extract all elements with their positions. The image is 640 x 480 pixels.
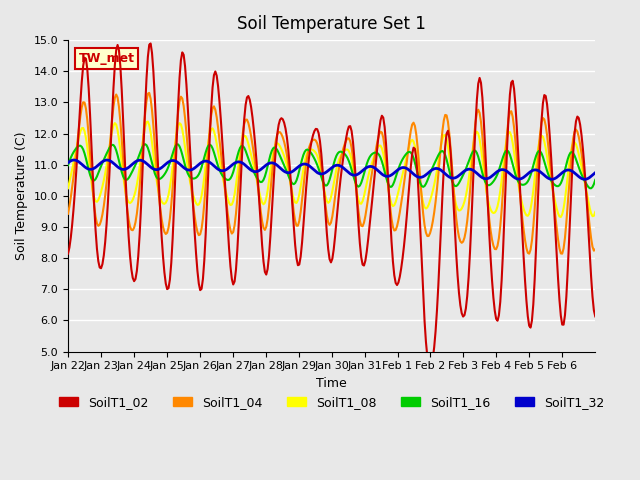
SoilT1_08 (64, 185, 72, 191)
SoilT1_02 (64, 251, 72, 256)
SoilT1_02 (337, 176, 344, 181)
SoilT1_16 (337, 149, 344, 155)
SoilT1_32 (520, 174, 527, 180)
SoilT1_16 (442, 152, 449, 158)
SoilT1_04 (64, 211, 72, 216)
SoilT1_08 (590, 213, 598, 219)
SoilT1_02 (443, 131, 451, 136)
Line: SoilT1_02: SoilT1_02 (68, 44, 595, 368)
SoilT1_32 (580, 177, 588, 182)
SoilT1_16 (590, 181, 598, 187)
SoilT1_04 (520, 227, 527, 233)
SoilT1_16 (591, 177, 599, 183)
SoilT1_04 (525, 251, 533, 257)
SoilT1_04 (591, 246, 599, 252)
SoilT1_08 (144, 119, 152, 124)
SoilT1_04 (337, 157, 344, 163)
SoilT1_16 (141, 141, 149, 147)
SoilT1_08 (520, 206, 527, 212)
SoilT1_32 (64, 160, 72, 166)
SoilT1_32 (70, 157, 77, 163)
SoilT1_08 (591, 209, 599, 215)
SoilT1_16 (82, 156, 90, 161)
SoilT1_02 (590, 308, 598, 313)
SoilT1_02 (99, 261, 106, 267)
SoilT1_08 (337, 153, 344, 159)
SoilT1_04 (99, 212, 106, 217)
Line: SoilT1_04: SoilT1_04 (68, 93, 595, 254)
SoilT1_32 (442, 171, 449, 177)
SoilT1_16 (520, 182, 527, 188)
SoilT1_16 (99, 160, 106, 166)
SoilT1_32 (337, 163, 344, 169)
SoilT1_32 (590, 171, 598, 177)
SoilT1_04 (145, 90, 153, 96)
SoilT1_02 (521, 278, 529, 284)
Line: SoilT1_32: SoilT1_32 (68, 160, 595, 180)
SoilT1_08 (557, 214, 564, 220)
SoilT1_16 (588, 185, 595, 191)
SoilT1_02 (426, 365, 434, 371)
Text: TW_met: TW_met (79, 52, 134, 65)
SoilT1_04 (442, 112, 449, 118)
SoilT1_08 (442, 132, 449, 138)
Y-axis label: Soil Temperature (C): Soil Temperature (C) (15, 132, 28, 260)
SoilT1_32 (100, 158, 108, 164)
Line: SoilT1_16: SoilT1_16 (68, 144, 595, 188)
SoilT1_04 (590, 248, 598, 253)
SoilT1_02 (82, 56, 90, 61)
SoilT1_08 (99, 183, 106, 189)
SoilT1_02 (591, 313, 599, 319)
SoilT1_02 (147, 41, 154, 47)
Legend: SoilT1_02, SoilT1_04, SoilT1_08, SoilT1_16, SoilT1_32: SoilT1_02, SoilT1_04, SoilT1_08, SoilT1_… (54, 391, 609, 414)
SoilT1_32 (591, 170, 599, 176)
SoilT1_16 (64, 162, 72, 168)
SoilT1_04 (82, 106, 90, 111)
SoilT1_32 (83, 166, 91, 171)
SoilT1_08 (82, 135, 90, 141)
Line: SoilT1_08: SoilT1_08 (68, 121, 595, 217)
Title: Soil Temperature Set 1: Soil Temperature Set 1 (237, 15, 426, 33)
X-axis label: Time: Time (316, 377, 347, 390)
